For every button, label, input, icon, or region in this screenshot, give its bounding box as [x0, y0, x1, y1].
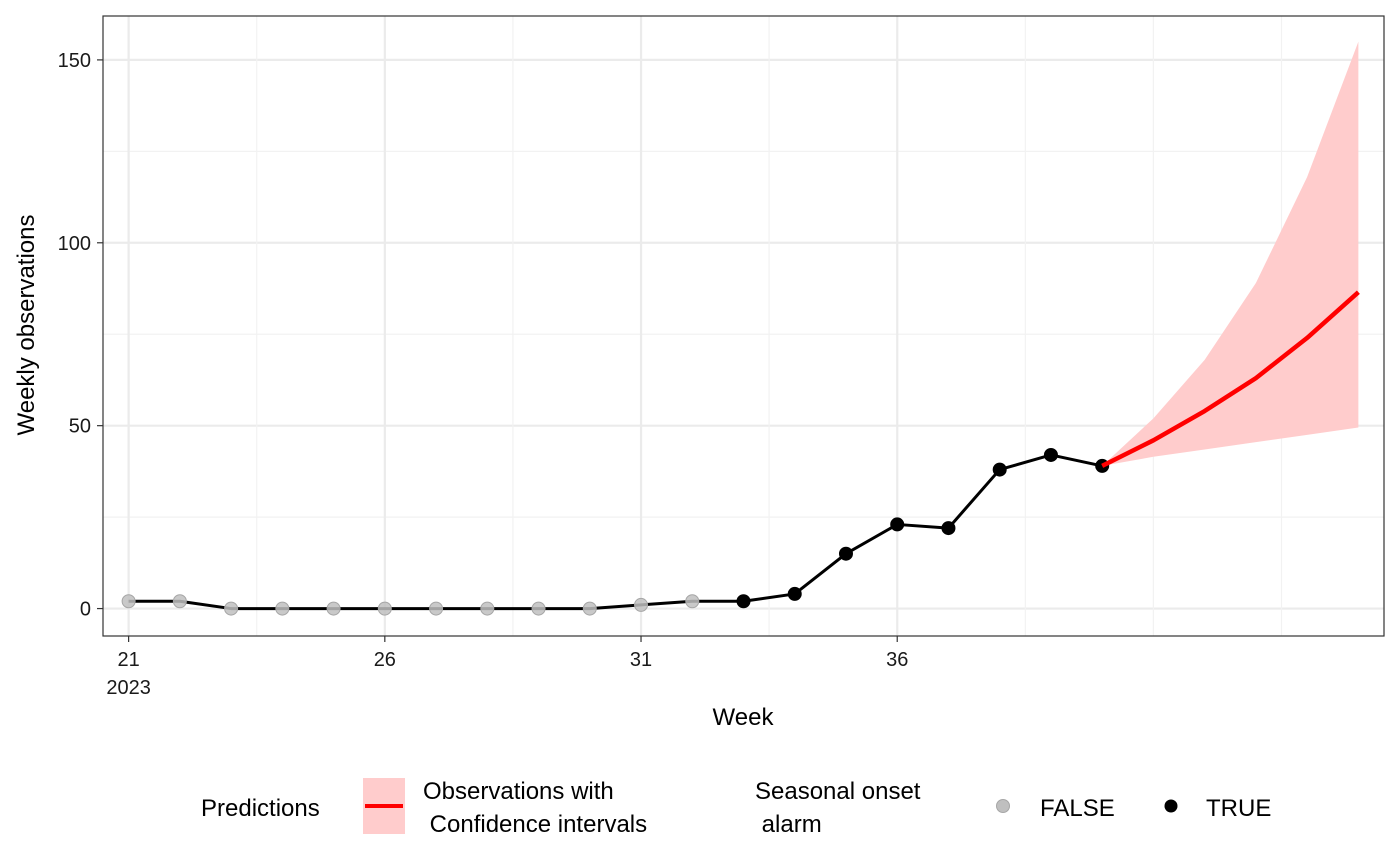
axis-ticks: 0 50 100 150 21 2023 26 31 36 — [58, 50, 909, 699]
legend-title-onset-line2: alarm — [755, 811, 822, 838]
observation-point-no-alarm — [121, 594, 136, 609]
observation-point-no-alarm — [582, 601, 597, 616]
legend: Predictions Observations with Confidence… — [201, 778, 1271, 838]
y-axis-title: Weekly observations — [13, 215, 40, 436]
y-tick-label: 100 — [58, 233, 91, 255]
panel-border — [102, 15, 1385, 637]
observation-point-alarm — [890, 517, 905, 532]
x-tick-label: 21 — [117, 649, 139, 671]
legend-label-predictions-line2: Confidence intervals — [423, 811, 647, 838]
observation-point-no-alarm — [634, 597, 649, 612]
x-axis-title: Week — [713, 704, 775, 731]
observation-point-alarm — [838, 546, 853, 561]
y-tick-label: 0 — [80, 599, 91, 621]
x-tick-label: 36 — [886, 649, 908, 671]
point-layer — [121, 290, 1360, 616]
observation-point-no-alarm — [172, 594, 187, 609]
confidence-ribbon-layer — [1102, 41, 1359, 466]
legend-label-predictions-line1: Observations with — [423, 778, 614, 805]
confidence-interval-ribbon — [1102, 41, 1359, 466]
legend-key-false-point — [996, 799, 1010, 813]
observation-point-no-alarm — [480, 601, 495, 616]
x-tick-label: 31 — [630, 649, 652, 671]
observation-point-no-alarm — [429, 601, 444, 616]
legend-title-onset-line1: Seasonal onset — [755, 778, 921, 805]
grid-lines — [103, 16, 1384, 636]
legend-label-true: TRUE — [1206, 795, 1271, 822]
observation-line — [128, 453, 1103, 611]
y-tick-label: 50 — [69, 416, 91, 438]
legend-title-predictions: Predictions — [201, 795, 320, 822]
observation-point-no-alarm — [377, 601, 392, 616]
observation-point-alarm — [941, 521, 956, 536]
observation-point-no-alarm — [531, 601, 546, 616]
observation-point-alarm — [736, 594, 751, 609]
x-tick-label: 26 — [374, 649, 396, 671]
observation-point-alarm — [787, 586, 802, 601]
prediction-line — [1101, 290, 1360, 468]
legend-key-true-point — [1164, 799, 1178, 813]
x-tick-sublabel: 2023 — [106, 677, 151, 699]
observation-point-no-alarm — [326, 601, 341, 616]
observation-point-no-alarm — [224, 601, 239, 616]
observation-point-alarm — [992, 462, 1007, 477]
observation-point-no-alarm — [275, 601, 290, 616]
observation-point-no-alarm — [685, 594, 700, 609]
y-tick-label: 150 — [58, 50, 91, 72]
observation-point-alarm — [1043, 447, 1058, 462]
legend-label-false: FALSE — [1040, 795, 1115, 822]
line-layer — [128, 453, 1103, 611]
